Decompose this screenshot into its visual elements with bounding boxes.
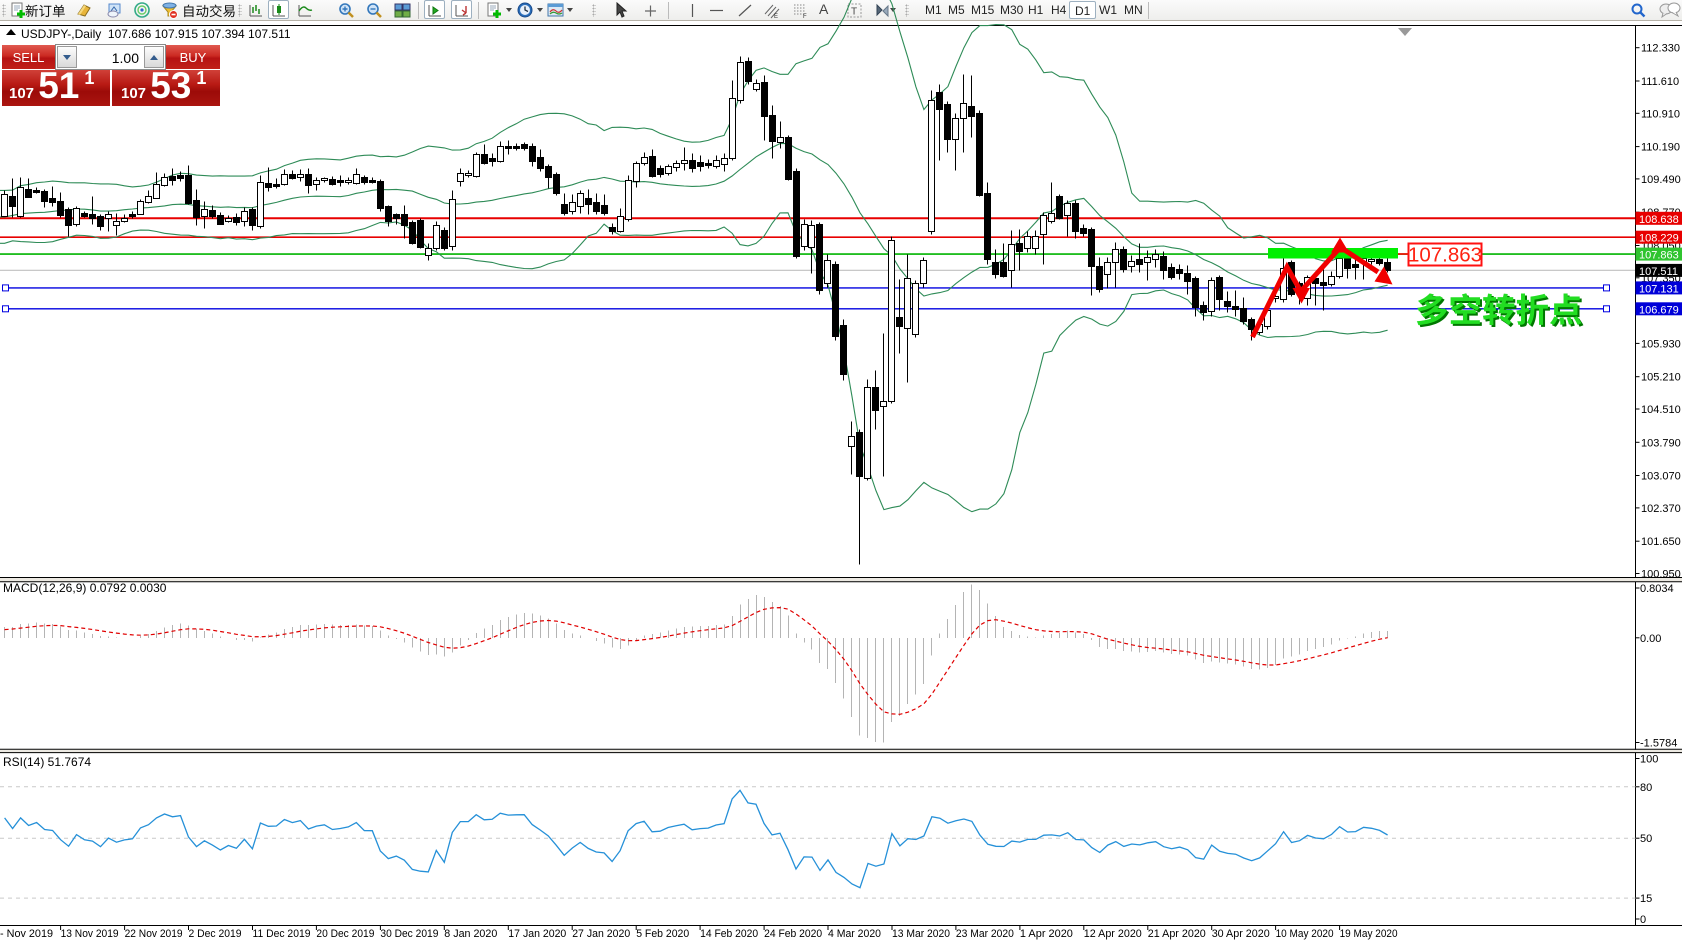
svg-text:110.190: 110.190 — [1641, 142, 1680, 154]
svg-text:30 Apr 2020: 30 Apr 2020 — [1212, 928, 1270, 940]
svg-text:E: E — [774, 14, 778, 19]
svg-text:12 Apr 2020: 12 Apr 2020 — [1084, 928, 1142, 940]
svg-text:17 Jan 2020: 17 Jan 2020 — [508, 928, 566, 940]
svg-text:0: 0 — [1640, 914, 1646, 926]
svg-text:1 Apr 2020: 1 Apr 2020 — [1020, 928, 1073, 940]
svg-text:103.790: 103.790 — [1641, 437, 1681, 449]
svg-text:112.330: 112.330 — [1641, 43, 1680, 55]
svg-text:-1.5784: -1.5784 — [1640, 738, 1677, 750]
svg-text:13 Nov 2019: 13 Nov 2019 — [61, 928, 119, 940]
svg-text:- Nov 2019: - Nov 2019 — [0, 928, 53, 940]
svg-text:23 Mar 2020: 23 Mar 2020 — [956, 928, 1014, 940]
svg-text:8 Jan 2020: 8 Jan 2020 — [444, 928, 497, 940]
svg-text:101.650: 101.650 — [1641, 536, 1681, 548]
svg-text:T: T — [851, 7, 857, 18]
svg-text:15: 15 — [1640, 893, 1652, 905]
svg-text:4 Mar 2020: 4 Mar 2020 — [828, 928, 881, 940]
svg-text:105.930: 105.930 — [1641, 338, 1681, 350]
svg-text:MACD(12,26,9) 0.0792 0.0030: MACD(12,26,9) 0.0792 0.0030 — [3, 581, 167, 595]
svg-text:30 Dec 2019: 30 Dec 2019 — [380, 928, 438, 940]
svg-text:RSI(14) 51.7674: RSI(14) 51.7674 — [3, 755, 91, 769]
svg-text:0.00: 0.00 — [1640, 633, 1661, 645]
svg-text:110.910: 110.910 — [1641, 108, 1680, 120]
svg-text:20 Dec 2019: 20 Dec 2019 — [316, 928, 374, 940]
svg-text:19 May 2020: 19 May 2020 — [1340, 928, 1398, 940]
svg-text:107.511: 107.511 — [1639, 266, 1678, 278]
svg-text:2 Dec 2019: 2 Dec 2019 — [189, 928, 242, 940]
svg-text:11 Dec 2019: 11 Dec 2019 — [253, 928, 311, 940]
svg-text:111.610: 111.610 — [1641, 76, 1679, 88]
svg-text:104.510: 104.510 — [1641, 404, 1681, 416]
svg-text:27 Jan 2020: 27 Jan 2020 — [572, 928, 630, 940]
svg-text:F: F — [803, 14, 807, 19]
svg-text:106.679: 106.679 — [1639, 304, 1679, 316]
svg-text:108.638: 108.638 — [1639, 214, 1679, 226]
svg-text:10 May 2020: 10 May 2020 — [1276, 928, 1334, 940]
svg-text:0.8034: 0.8034 — [1640, 583, 1674, 595]
svg-text:103.070: 103.070 — [1641, 471, 1681, 483]
svg-text:107.863: 107.863 — [1408, 244, 1482, 267]
svg-text:14 Feb 2020: 14 Feb 2020 — [700, 928, 758, 940]
svg-text:21 Apr 2020: 21 Apr 2020 — [1148, 928, 1206, 940]
svg-text:109.490: 109.490 — [1641, 174, 1681, 186]
svg-text:107.863: 107.863 — [1639, 250, 1679, 262]
svg-text:5 Feb 2020: 5 Feb 2020 — [636, 928, 689, 940]
svg-text:50: 50 — [1640, 833, 1652, 845]
svg-text:107.131: 107.131 — [1639, 283, 1679, 295]
svg-text:13 Mar 2020: 13 Mar 2020 — [892, 928, 950, 940]
svg-text:108.229: 108.229 — [1639, 233, 1679, 245]
svg-text:24 Feb 2020: 24 Feb 2020 — [764, 928, 822, 940]
svg-text:102.370: 102.370 — [1641, 503, 1681, 515]
svg-text:22 Nov 2019: 22 Nov 2019 — [125, 928, 183, 940]
svg-text:105.210: 105.210 — [1641, 372, 1681, 384]
svg-text:80: 80 — [1640, 782, 1652, 794]
svg-text:100: 100 — [1640, 754, 1658, 766]
